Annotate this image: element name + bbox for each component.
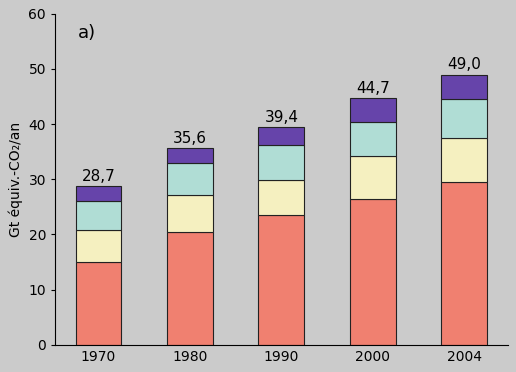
Bar bbox=[76, 201, 121, 230]
Text: 44,7: 44,7 bbox=[356, 81, 390, 96]
Text: 35,6: 35,6 bbox=[173, 131, 207, 146]
Bar bbox=[350, 199, 396, 345]
Bar bbox=[350, 122, 396, 156]
Bar bbox=[259, 145, 304, 180]
Bar bbox=[167, 163, 213, 195]
Bar bbox=[350, 98, 396, 122]
Bar bbox=[76, 186, 121, 201]
Bar bbox=[350, 156, 396, 199]
Y-axis label: Gt équiv.-CO₂/an: Gt équiv.-CO₂/an bbox=[8, 122, 23, 237]
Bar bbox=[76, 230, 121, 262]
Bar bbox=[441, 99, 487, 138]
Bar bbox=[76, 262, 121, 345]
Bar bbox=[259, 180, 304, 215]
Bar bbox=[259, 128, 304, 145]
Bar bbox=[167, 232, 213, 345]
Text: a): a) bbox=[78, 24, 96, 42]
Bar bbox=[441, 182, 487, 345]
Bar bbox=[441, 74, 487, 99]
Bar bbox=[167, 148, 213, 163]
Bar bbox=[441, 138, 487, 182]
Text: 28,7: 28,7 bbox=[82, 169, 116, 184]
Bar bbox=[167, 195, 213, 232]
Text: 49,0: 49,0 bbox=[447, 57, 481, 72]
Text: 39,4: 39,4 bbox=[264, 110, 298, 125]
Bar bbox=[259, 215, 304, 345]
